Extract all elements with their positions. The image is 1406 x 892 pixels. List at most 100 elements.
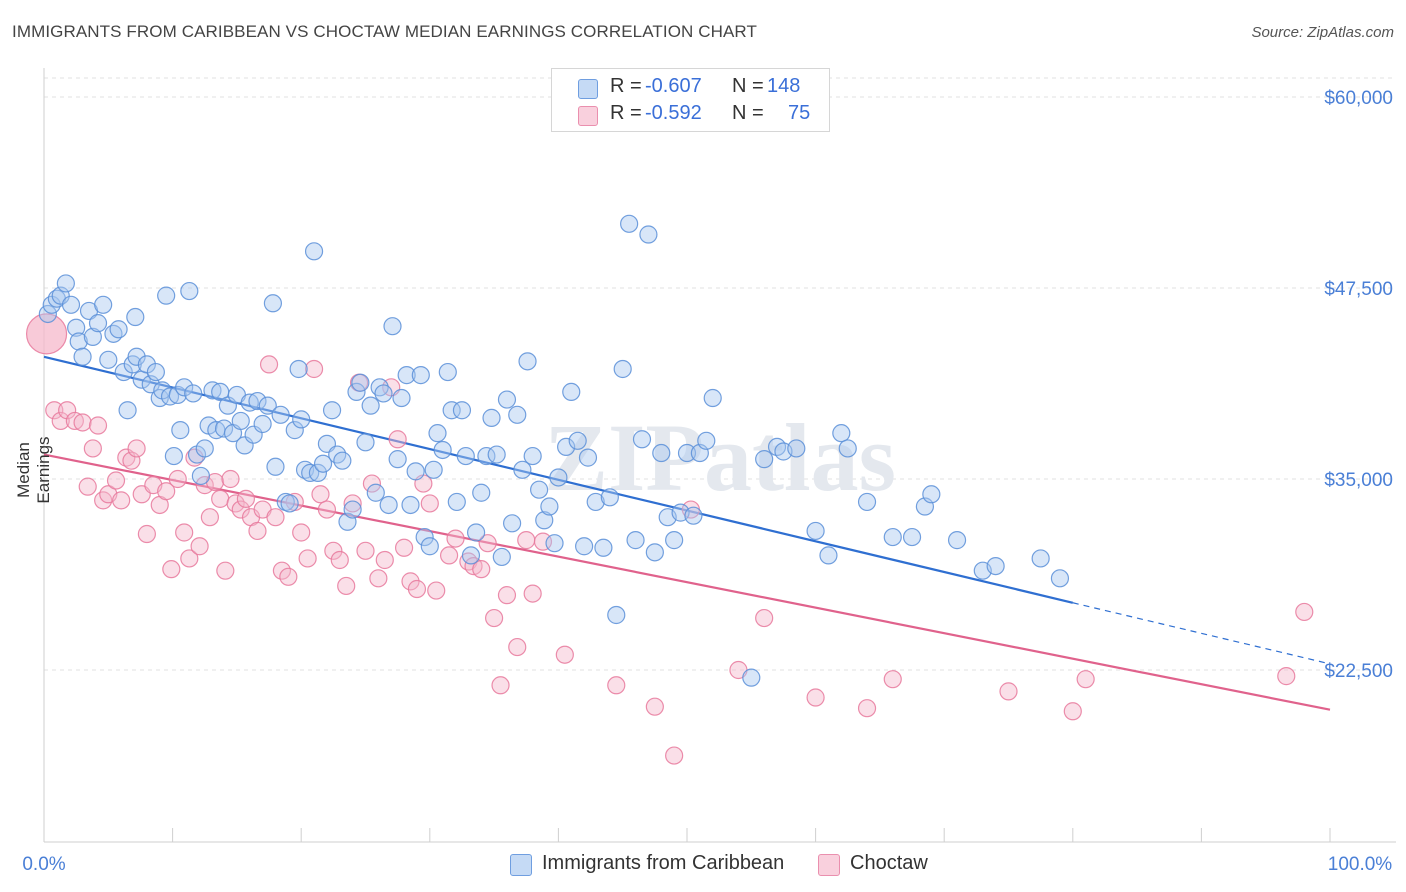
caribbean-point [697, 431, 716, 450]
choctaw-point [78, 477, 97, 496]
caribbean-point [160, 387, 180, 406]
choctaw-point [478, 534, 497, 553]
chart-title: IMMIGRANTS FROM CARIBBEAN VS CHOCTAW MED… [12, 22, 757, 41]
caribbean-point [56, 274, 75, 293]
caribbean-point [118, 401, 137, 420]
caribbean-point [883, 527, 902, 547]
choctaw-point [112, 491, 131, 510]
caribbean-point [857, 492, 877, 512]
legend-n-value: 148 [767, 75, 801, 97]
caribbean-point [280, 494, 299, 513]
caribbean-point [600, 488, 619, 507]
legend-n-label: N = [732, 102, 764, 124]
caribbean-point [168, 385, 187, 405]
choctaw-point [137, 524, 156, 544]
y-tick-label: $22,500 [1324, 661, 1393, 682]
caribbean-point [292, 410, 311, 429]
series-caribbean-points [38, 214, 1070, 687]
choctaw-point [446, 529, 465, 548]
caribbean-point [518, 352, 537, 371]
caribbean-point [742, 668, 761, 687]
legend-swatch-choctaw [578, 106, 598, 126]
caribbean-point [1050, 569, 1070, 588]
caribbean-point [304, 242, 324, 261]
caribbean-point [424, 460, 443, 479]
caribbean-point [578, 448, 598, 467]
choctaw-point [806, 688, 825, 707]
caribbean-point [94, 295, 113, 314]
choctaw-point [523, 584, 542, 603]
caribbean-point [568, 431, 587, 450]
legend-r-value: -0.592 [645, 102, 702, 124]
choctaw-point [1277, 667, 1296, 686]
choctaw-point [356, 541, 375, 560]
caribbean-point [645, 543, 664, 562]
choctaw-point [200, 508, 219, 527]
caribbean-point [109, 320, 128, 339]
choctaw-point [175, 523, 194, 542]
choctaw-point [157, 482, 176, 501]
choctaw-point [324, 541, 343, 560]
choctaw-point [298, 549, 317, 568]
caribbean-point [594, 538, 613, 557]
caribbean-point [38, 304, 57, 324]
caribbean-point [383, 317, 402, 336]
caribbean-point [214, 419, 234, 438]
caribbean-point [397, 365, 416, 385]
caribbean-point [806, 521, 825, 541]
x-tick-label-min: 0.0% [22, 854, 65, 875]
caribbean-point [472, 483, 491, 502]
choctaw-point [407, 579, 427, 599]
caribbean-point [832, 424, 851, 443]
choctaw-point [317, 500, 337, 519]
choctaw-point [533, 532, 553, 551]
choctaw-point [311, 485, 330, 504]
choctaw-point [665, 746, 684, 765]
choctaw-point [394, 538, 414, 557]
caribbean-point [902, 527, 922, 547]
y-axis-labels: $60,000 $47,500 $35,000 $22,500 [1324, 88, 1393, 682]
caribbean-point [366, 483, 385, 502]
caribbean-point [308, 463, 328, 482]
caribbean-point [73, 347, 92, 366]
caribbean-point [248, 391, 267, 411]
caribbean-point [99, 350, 118, 369]
caribbean-point [540, 497, 559, 516]
choctaw-point [236, 489, 256, 508]
caribbean-point [388, 450, 407, 469]
caribbean-point [411, 365, 430, 385]
y-tick-label: $35,000 [1324, 470, 1393, 491]
legend-r-label: R = [610, 75, 642, 97]
caribbean-point [632, 430, 652, 449]
caribbean-point [639, 225, 658, 244]
choctaw-point [304, 359, 324, 379]
caribbean-point [497, 390, 517, 409]
choctaw-point [362, 474, 382, 493]
legend-swatch-caribbean [578, 79, 598, 99]
caribbean-point [665, 531, 684, 550]
choctaw-point [248, 521, 267, 541]
caribbean-point [67, 318, 86, 337]
caribbean-point [523, 446, 542, 466]
caribbean-point [482, 408, 501, 427]
chart-source: Source: ZipAtlas.com [1251, 24, 1394, 41]
caribbean-point [487, 445, 506, 464]
caribbean-point [301, 463, 320, 482]
choctaw-point [508, 637, 527, 657]
choctaw-point [375, 550, 394, 570]
choctaw-point [472, 560, 491, 579]
caribbean-point [1031, 549, 1050, 568]
caribbean-point [986, 556, 1005, 576]
choctaw-point [106, 471, 126, 490]
choctaw-point [127, 439, 146, 458]
bottom-legend-label-choctaw: Choctaw [850, 852, 928, 874]
choctaw-point [25, 313, 68, 355]
y-tick-label: $47,500 [1324, 279, 1393, 300]
choctaw-point [401, 572, 420, 591]
caribbean-point [266, 457, 285, 476]
caribbean-point [313, 454, 333, 473]
caribbean-point [703, 388, 722, 408]
caribbean-point [263, 294, 283, 313]
choctaw-point [162, 560, 181, 579]
